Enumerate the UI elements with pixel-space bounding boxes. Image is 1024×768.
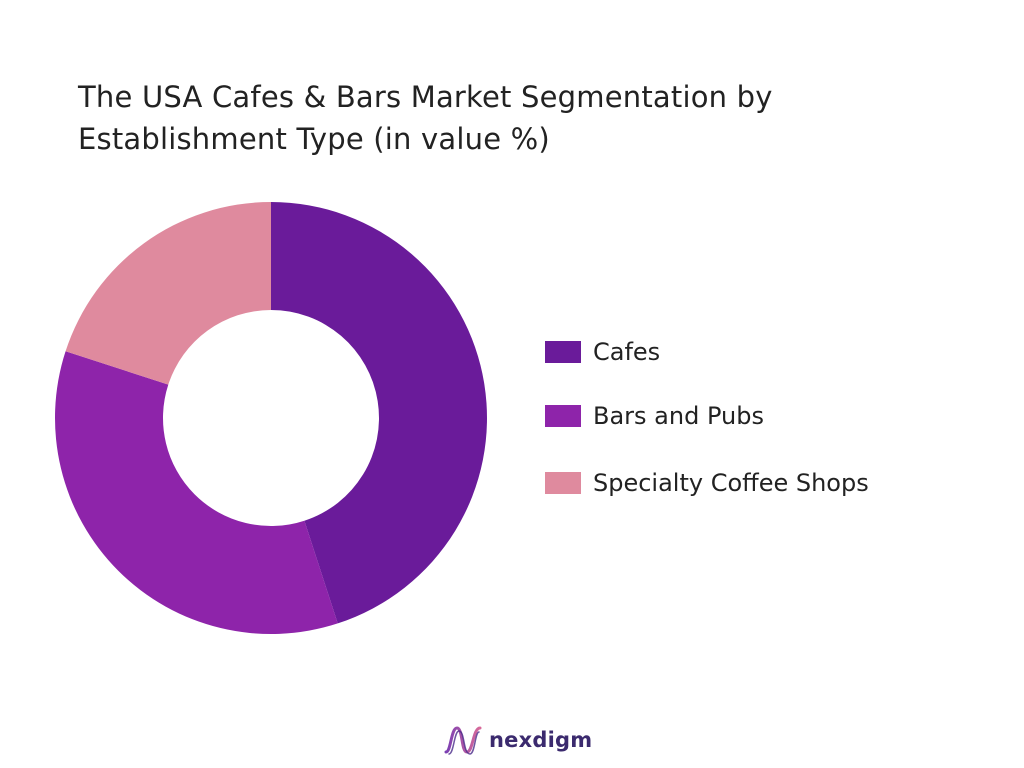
legend-item-specialty-coffee-shops: Specialty Coffee Shops <box>545 469 869 497</box>
legend-item-bars-and-pubs: Bars and Pubs <box>545 402 764 430</box>
legend-item-cafes: Cafes <box>545 338 660 366</box>
brand-name: nexdigm <box>489 728 593 752</box>
wave-logo-icon <box>444 726 482 755</box>
donut-chart <box>54 202 487 634</box>
legend-swatch <box>545 405 581 427</box>
donut-slice-specialty-coffee-shops <box>65 202 271 385</box>
donut-slice-cafes <box>271 202 487 624</box>
legend-swatch <box>545 341 581 363</box>
legend-label: Cafes <box>593 338 661 366</box>
legend-swatch <box>545 472 581 494</box>
legend-label: Specialty Coffee Shops <box>593 469 869 497</box>
chart-title: The USA Cafes & Bars Market Segmentation… <box>78 80 773 156</box>
legend-label: Bars and Pubs <box>593 402 764 430</box>
donut-slice-bars-and-pubs <box>54 351 338 634</box>
nexdigm-logo: nexdigm <box>443 722 592 758</box>
